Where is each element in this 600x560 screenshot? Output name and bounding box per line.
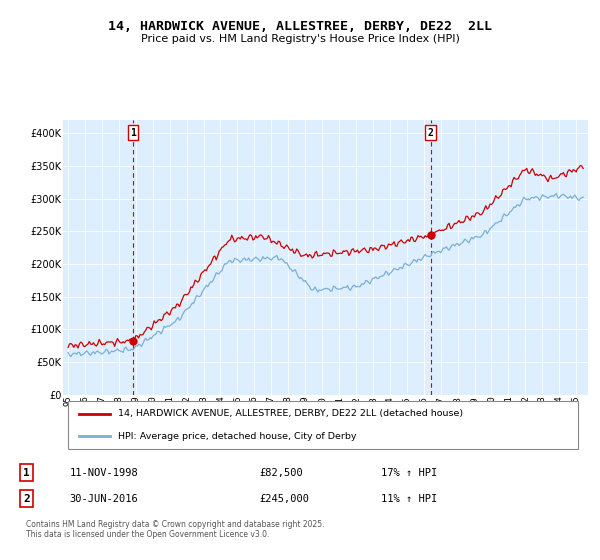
Text: 2: 2	[428, 128, 434, 138]
Text: 14, HARDWICK AVENUE, ALLESTREE, DERBY, DE22 2LL (detached house): 14, HARDWICK AVENUE, ALLESTREE, DERBY, D…	[118, 409, 463, 418]
Text: 30-JUN-2016: 30-JUN-2016	[70, 493, 139, 503]
Text: Contains HM Land Registry data © Crown copyright and database right 2025.
This d: Contains HM Land Registry data © Crown c…	[26, 520, 325, 539]
Text: £82,500: £82,500	[260, 468, 304, 478]
Text: 11% ↑ HPI: 11% ↑ HPI	[380, 493, 437, 503]
Text: Price paid vs. HM Land Registry's House Price Index (HPI): Price paid vs. HM Land Registry's House …	[140, 34, 460, 44]
Text: 1: 1	[130, 128, 136, 138]
Text: 14, HARDWICK AVENUE, ALLESTREE, DERBY, DE22  2LL: 14, HARDWICK AVENUE, ALLESTREE, DERBY, D…	[108, 20, 492, 32]
Text: 2: 2	[23, 493, 30, 503]
FancyBboxPatch shape	[68, 402, 577, 449]
Text: 1: 1	[23, 468, 30, 478]
Text: 17% ↑ HPI: 17% ↑ HPI	[380, 468, 437, 478]
Text: £245,000: £245,000	[260, 493, 310, 503]
Text: 11-NOV-1998: 11-NOV-1998	[70, 468, 139, 478]
Text: HPI: Average price, detached house, City of Derby: HPI: Average price, detached house, City…	[118, 432, 356, 441]
